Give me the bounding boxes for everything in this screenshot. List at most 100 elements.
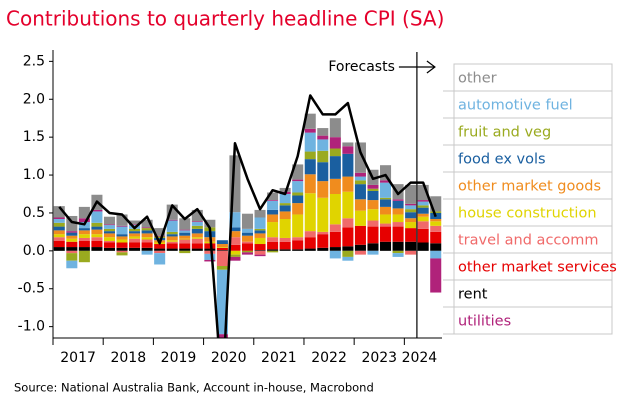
bar-segment [367,188,379,191]
bar-segment [405,184,417,204]
bar-segment [267,222,279,238]
bar-segment [380,182,392,198]
bar-segment [267,209,279,215]
bar-segment [229,155,241,213]
bar-segment [116,226,128,235]
bar-segment [191,237,203,239]
bar-segment [141,228,153,231]
bar-segment [216,250,228,266]
bar-segment [53,240,65,248]
bar-segment [417,216,429,222]
x-tick-label: 2020 [211,350,247,366]
bar-segment [78,228,90,231]
bar-segment [380,214,392,224]
legend-label: rent [458,287,488,303]
bar-segment [229,231,241,238]
legend-box [453,90,613,119]
bar-segment [78,247,90,251]
bar-segment [292,179,304,182]
bar-segment [267,249,279,251]
bar-segment [179,250,191,254]
bar-segment [367,184,379,189]
bar-segment [179,243,191,249]
legend-label: travel and accomm [458,233,599,249]
bar-segment [380,180,392,183]
bar-segment [405,218,417,223]
bar-segment [129,247,141,251]
bar-segment [53,230,65,235]
total-line [58,94,437,338]
bar-segment [329,148,341,157]
bar-segment [317,135,329,140]
legend-label: utilities [458,314,511,330]
bar-segment [191,238,203,244]
bar-segment [392,253,404,257]
bar-segment [367,250,379,255]
bar-segment [267,214,279,223]
bar-segment [317,162,329,182]
legend-label: fruit and veg [458,125,551,141]
bar-segment [154,235,166,237]
bar-segment [191,222,203,226]
bar-segment [129,238,141,243]
bar-segment [166,236,178,241]
bar-segment [241,252,254,255]
bar-segment [329,247,341,251]
bar-segment [317,181,329,198]
bar-segment [354,142,366,173]
y-tick-label: 0.0 [23,243,45,259]
bar-segment [392,200,404,209]
bar-segment [430,243,442,251]
bar-segment [216,250,228,251]
bar-segment [317,247,329,251]
bar-segment [103,216,115,225]
y-tick-label: -1.0 [18,319,45,335]
bar-segment [229,227,241,232]
bar-segment [154,228,166,236]
bar-segment [103,237,115,241]
bar-segment [380,226,392,242]
bar-segment [329,178,341,194]
bar-segment [279,241,291,250]
bar-segment [430,231,442,244]
bar-segment [166,219,178,221]
bar-segment [166,204,178,220]
bar-segment [267,241,279,250]
bar-segment [141,250,153,255]
bar-segment [78,206,90,219]
bar-segment [241,232,254,236]
bar-segment [329,194,341,225]
bar-segment [229,254,241,257]
bar-segment [342,250,354,257]
bar-segment [392,222,404,227]
bar-segment [141,239,153,243]
bar-segment [317,150,329,163]
bar-segment [342,142,354,147]
bar-segment [141,219,153,228]
bar-segment [392,250,404,254]
bar-segment [279,237,291,242]
bar-segment [229,244,241,251]
bar-segment [53,237,65,241]
bar-segment [329,250,341,259]
bar-segment [254,230,266,234]
bar-segment [430,225,442,232]
bar-segment [103,224,115,226]
bar-segment [354,225,366,245]
bar-segment [154,248,166,251]
bar-segment [317,197,329,232]
bar-segment [166,243,178,249]
bar-segment [141,230,153,234]
y-tick-label: 2.0 [23,91,45,107]
bar-segment [354,210,366,226]
bar-segment [179,230,191,233]
bar-segment [53,247,65,251]
bar-segment [191,209,203,222]
bar-segment [417,205,429,208]
bar-segment [380,223,392,227]
bar-segment [191,243,203,249]
legend-label: automotive fuel [458,98,573,114]
bar-segment [317,128,329,136]
bar-segment [116,214,128,226]
bar-segment [154,237,166,241]
